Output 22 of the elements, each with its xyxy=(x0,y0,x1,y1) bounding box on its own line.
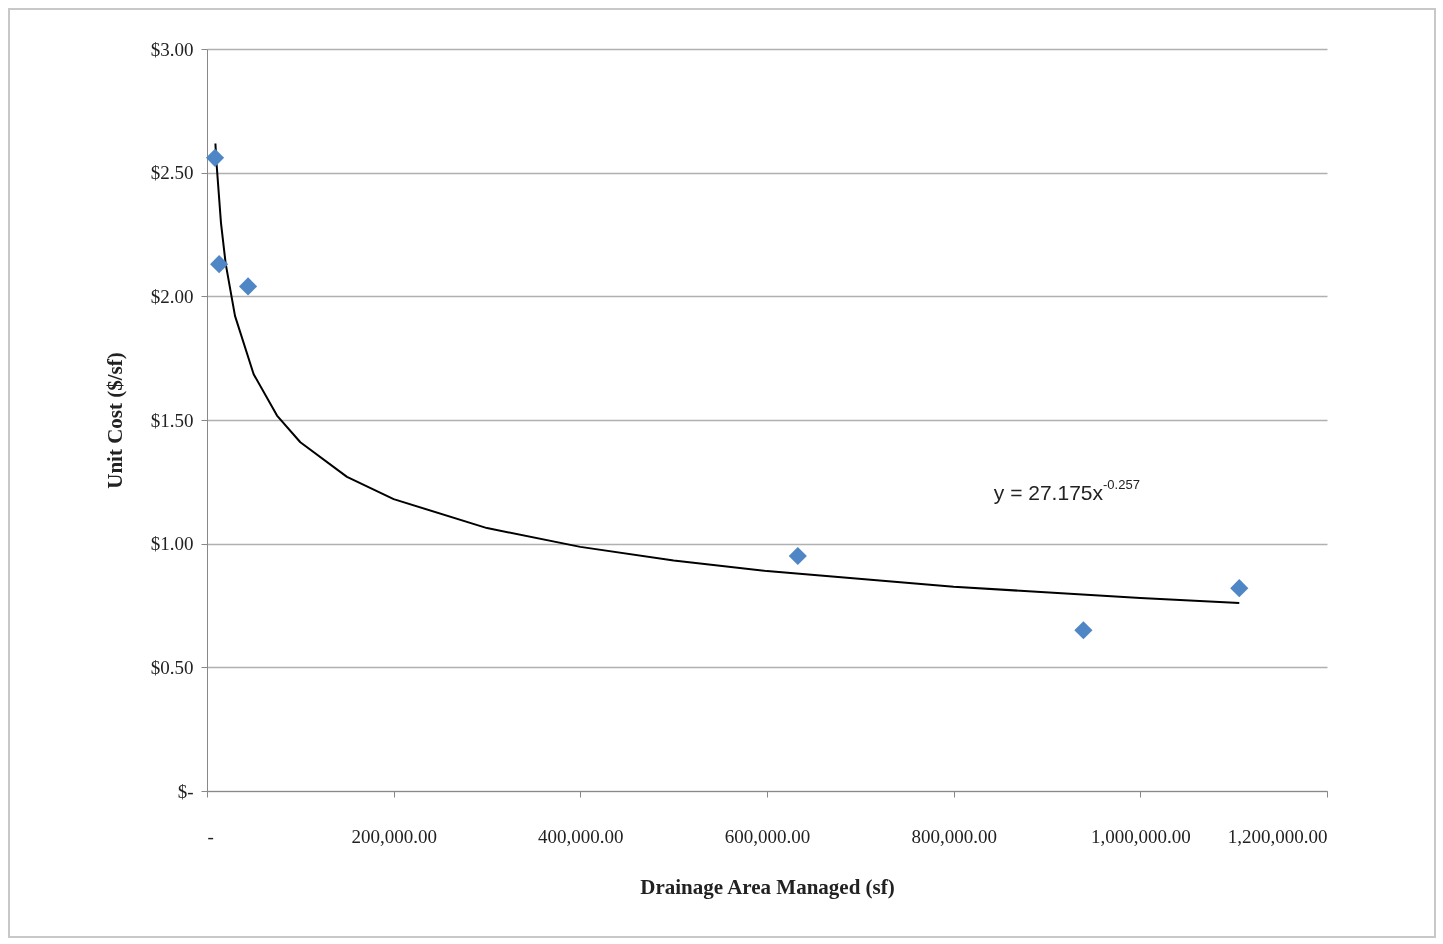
point xyxy=(788,546,807,566)
y-tick-label: $1.00 xyxy=(150,533,194,555)
x-tick-label: - xyxy=(207,825,214,847)
y-tick-label: $0.50 xyxy=(150,656,194,678)
y-tick-label: $2.50 xyxy=(150,162,194,184)
x-tick-label: 1,200,000.00 xyxy=(1227,825,1328,847)
x-axis-title: Drainage Area Managed (sf) xyxy=(640,874,895,899)
x-tick-label: 800,000.00 xyxy=(911,825,997,847)
y-tick-label: $- xyxy=(177,780,194,802)
point xyxy=(1230,579,1249,598)
point xyxy=(1074,621,1093,640)
x-tick-label: 400,000.00 xyxy=(538,825,624,847)
x-tick-label: 1,000,000.00 xyxy=(1090,825,1191,847)
y-axis-title: Unit Cost ($/sf) xyxy=(102,352,127,489)
x-tick-label: 200,000.00 xyxy=(351,825,437,847)
y-tick-label: $1.50 xyxy=(150,409,194,431)
y-tick-label: $2.00 xyxy=(150,285,194,307)
x-tick-label: 600,000.00 xyxy=(724,825,811,847)
point xyxy=(210,255,229,274)
point xyxy=(238,277,258,296)
y-tick-label: $3.00 xyxy=(150,38,194,60)
point xyxy=(205,148,225,167)
